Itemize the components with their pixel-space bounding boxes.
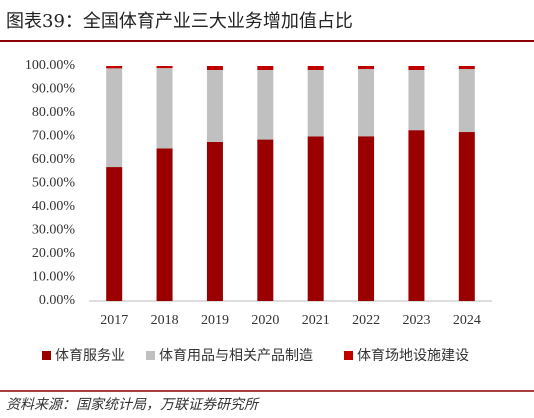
bar-segment (156, 68, 173, 149)
y-tick-label: 0.00% (39, 293, 76, 308)
legend-label: 体育场地设施建设 (357, 348, 469, 364)
bar-segment (257, 69, 274, 140)
bar-segment (257, 139, 274, 301)
y-tick-label: 100.00% (25, 58, 76, 73)
x-tick-label: 2022 (352, 313, 380, 328)
bar-segment (358, 66, 375, 70)
y-tick-label: 10.00% (32, 270, 76, 285)
bar-segment (206, 66, 223, 70)
bar-segment (307, 69, 324, 137)
legend-swatch (42, 351, 51, 360)
x-tick-label: 2017 (100, 313, 128, 328)
y-tick-label: 70.00% (32, 129, 76, 144)
legend-label: 体育服务业 (55, 348, 125, 364)
bar-segment (458, 69, 475, 133)
bar-segment (206, 141, 223, 301)
bar-segment (458, 132, 475, 301)
bar-segment (408, 66, 425, 70)
bar-segment (156, 148, 173, 301)
x-tick-label: 2020 (251, 313, 279, 328)
bar-segment (106, 68, 123, 168)
x-tick-label: 2021 (302, 313, 330, 328)
bar-segment (257, 66, 274, 70)
y-tick-label: 30.00% (32, 223, 76, 238)
y-tick-label: 90.00% (32, 82, 76, 97)
bar-segment (458, 66, 475, 70)
y-tick-label: 60.00% (32, 152, 76, 167)
y-tick-label: 20.00% (32, 246, 76, 261)
bar-segment (408, 69, 425, 131)
bar-segment (358, 69, 375, 137)
legend-swatch (344, 351, 353, 360)
y-tick-label: 50.00% (32, 176, 76, 191)
source: 资料来源：国家统计局，万联证券研究所 (6, 397, 260, 413)
bar-segment (106, 66, 123, 69)
bar-segment (358, 136, 375, 301)
legend-label: 体育用品与相关产品制造 (159, 348, 313, 364)
x-tick-label: 2023 (402, 313, 430, 328)
x-tick-label: 2019 (201, 313, 229, 328)
bar-segment (307, 66, 324, 70)
x-tick-label: 2024 (453, 313, 481, 328)
x-tick-label: 2018 (151, 313, 179, 328)
y-tick-label: 80.00% (32, 105, 76, 120)
chart-title: 图表39：全国体育产业三大业务增加值占比 (6, 11, 353, 32)
legend-swatch (146, 351, 155, 360)
bar-segment (156, 66, 173, 69)
bar-segment (408, 130, 425, 301)
bar-segment (206, 69, 223, 142)
bar-segment (106, 167, 123, 301)
y-tick-label: 40.00% (32, 199, 76, 214)
bar-segment (307, 136, 324, 301)
